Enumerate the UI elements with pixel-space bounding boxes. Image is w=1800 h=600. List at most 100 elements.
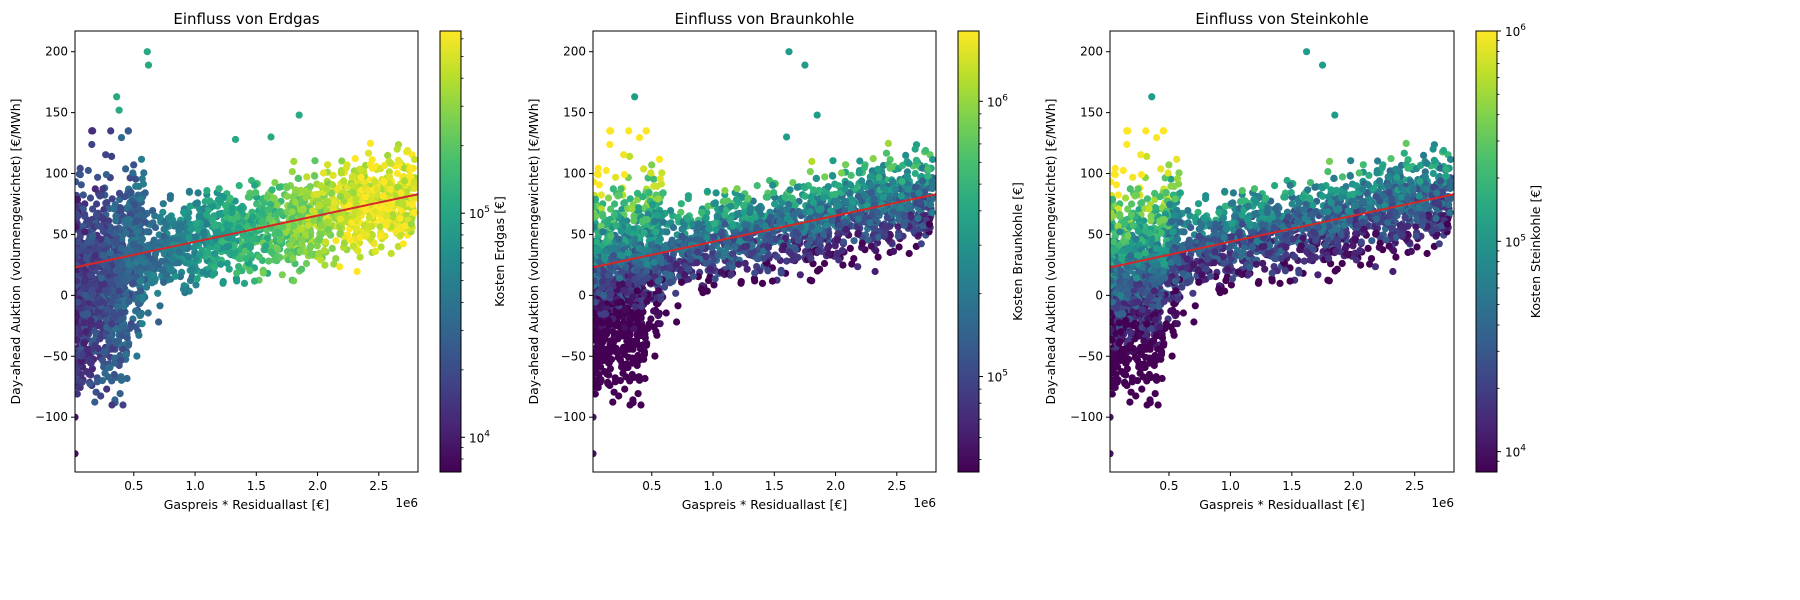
scatter-point — [223, 259, 231, 267]
scatter-point — [636, 262, 644, 270]
scatter-point — [249, 213, 257, 221]
scatter-point — [148, 279, 156, 287]
y-tick-label: 150 — [45, 106, 68, 120]
scatter-point — [356, 253, 364, 261]
scatter-point — [87, 316, 95, 325]
scatter-point — [681, 271, 689, 279]
scatter-point — [919, 177, 927, 185]
scatter-point — [216, 210, 224, 218]
scatter-point — [289, 193, 297, 201]
scatter-point — [82, 328, 90, 336]
scatter-point — [834, 230, 842, 238]
scatter-point — [634, 390, 642, 398]
scatter-point — [175, 259, 183, 267]
scatter-point — [343, 192, 351, 200]
scatter-point — [797, 223, 805, 231]
scatter-point — [101, 348, 109, 356]
y-tick-label: 0 — [60, 288, 68, 302]
scatter-point — [231, 135, 240, 144]
scatter-point — [394, 156, 402, 164]
scatter-point — [272, 211, 280, 219]
scatter-point — [80, 319, 88, 327]
scatter-point — [330, 199, 339, 207]
scatter-point — [75, 309, 80, 317]
x-tick-label: 0.5 — [124, 479, 143, 493]
scatter-point — [238, 210, 247, 218]
scatter-point — [666, 264, 674, 272]
scatter-point — [656, 320, 664, 328]
scatter-point — [298, 236, 306, 244]
scatter-point — [97, 274, 106, 282]
scatter-point — [79, 205, 87, 213]
scatter-point — [115, 267, 123, 275]
colorbar-tick-label: 105 — [469, 205, 490, 221]
scatter-point — [710, 281, 718, 289]
scatter-point — [593, 298, 599, 306]
scatter-point — [769, 181, 777, 189]
scatter-point — [124, 127, 132, 135]
scatter-point — [641, 334, 649, 342]
scatter-point — [94, 321, 102, 330]
scatter-point — [195, 212, 203, 220]
scatter-point — [113, 93, 121, 101]
scatter-point — [75, 390, 81, 398]
scatter-point — [87, 371, 95, 379]
scatter-point — [306, 244, 314, 252]
scatter-point — [324, 198, 332, 206]
scatter-point — [658, 169, 666, 177]
scatter-point — [396, 214, 404, 222]
scatter-point — [342, 164, 350, 172]
scatter-point — [100, 252, 108, 260]
scatter-point — [598, 311, 606, 319]
y-axis-label: Day-ahead Auktion (volumengewichtet) [€/… — [8, 99, 23, 405]
scatter-point — [75, 450, 79, 458]
scatter-point — [88, 127, 96, 135]
scatter-point — [882, 186, 890, 194]
scatter-point — [306, 183, 314, 191]
scatter-point — [387, 159, 395, 167]
scatter-point — [365, 214, 373, 222]
scatter-point — [733, 185, 741, 193]
scatter-point — [609, 185, 617, 193]
scatter-point — [137, 309, 145, 317]
scatter-point — [149, 207, 157, 215]
scatter-point — [410, 209, 418, 217]
scatter-point — [144, 270, 152, 278]
scatter-point — [337, 169, 345, 177]
scatter-point — [338, 157, 346, 165]
scatter-point — [104, 263, 112, 271]
scatter-point — [894, 232, 902, 240]
scatter-point — [291, 186, 300, 194]
scatter-point — [620, 151, 628, 159]
scatter-point — [81, 228, 89, 236]
scatter-point — [801, 192, 809, 200]
scatter-point — [642, 127, 650, 135]
scatter-point — [106, 227, 114, 235]
scatter-point — [184, 214, 192, 222]
scatter-point — [259, 269, 267, 277]
scatter-point — [384, 151, 392, 159]
scatter-point — [604, 356, 612, 364]
scatter-point — [112, 212, 120, 220]
scatter-point — [593, 223, 598, 231]
scatter-point — [302, 259, 311, 268]
scatter-point — [349, 242, 357, 250]
scatter-point — [702, 253, 710, 261]
scatter-point — [75, 203, 79, 211]
scatter-point — [595, 181, 603, 189]
scatter-point — [89, 232, 97, 240]
scatter-point — [288, 208, 296, 216]
scatter-point — [377, 243, 385, 251]
scatter-point — [88, 140, 96, 149]
scatter-point — [625, 127, 633, 135]
scatter-point — [806, 168, 814, 176]
scatter-point — [647, 169, 655, 177]
scatter-point — [910, 227, 918, 235]
scatter-point — [166, 192, 174, 200]
scatter-point — [289, 254, 297, 262]
scatter-point — [135, 182, 143, 190]
scatter-point — [668, 239, 677, 248]
scatter-point — [336, 192, 344, 200]
scatter-points — [593, 48, 936, 458]
scatter-point — [192, 200, 200, 208]
